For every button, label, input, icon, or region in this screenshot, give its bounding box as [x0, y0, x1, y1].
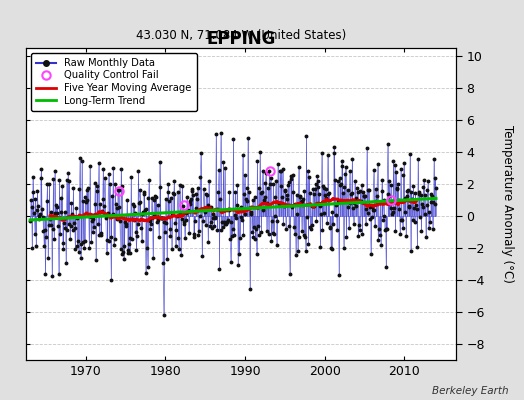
Title: EPPING: EPPING: [206, 30, 276, 48]
Y-axis label: Temperature Anomaly (°C): Temperature Anomaly (°C): [501, 125, 515, 283]
Text: Berkeley Earth: Berkeley Earth: [432, 386, 508, 396]
Legend: Raw Monthly Data, Quality Control Fail, Five Year Moving Average, Long-Term Tren: Raw Monthly Data, Quality Control Fail, …: [31, 53, 196, 110]
Text: 43.030 N, 71.084 W (United States): 43.030 N, 71.084 W (United States): [136, 29, 346, 42]
